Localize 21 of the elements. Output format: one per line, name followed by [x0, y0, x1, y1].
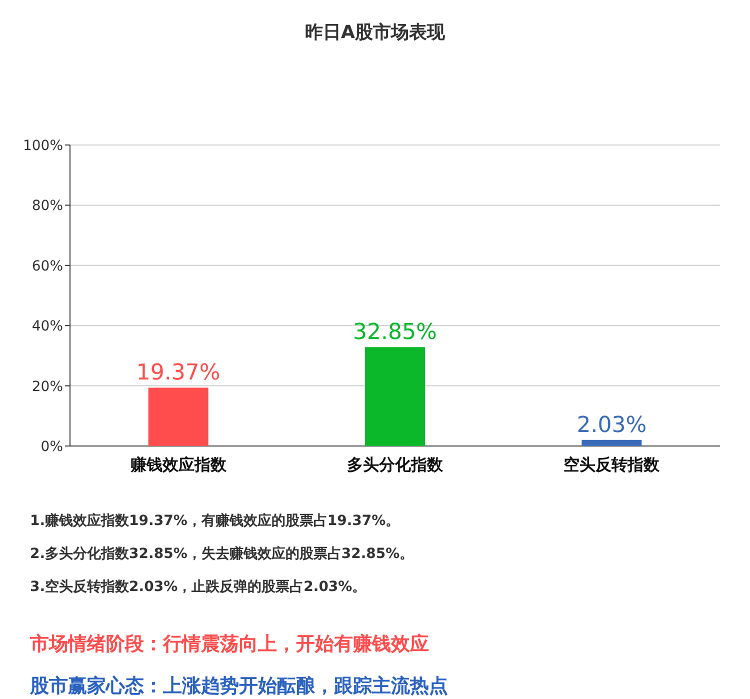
x-tick-label: 赚钱效应指数	[129, 455, 228, 474]
y-tick-label: 40%	[32, 318, 63, 335]
y-tick-label: 0%	[40, 439, 63, 455]
text: 市场情绪阶段：行情震荡向上，开始有赚钱效应	[29, 633, 429, 655]
y-tick-label: 20%	[32, 378, 63, 395]
text: 2.多头分化指数32.85%，失去赚钱效应的股票占32.85%。	[30, 545, 414, 562]
y-tick-label: 100%	[22, 138, 63, 154]
y-tick-label: 60%	[32, 258, 63, 274]
data-label: 32.85%	[353, 320, 437, 346]
data-label: 19.37%	[136, 360, 220, 386]
x-tick-label: 空头反转指数	[564, 455, 661, 474]
data-label: 2.03%	[576, 412, 647, 438]
bar	[582, 440, 642, 446]
x-tick-label: 多头分化指数	[347, 455, 444, 474]
bar	[148, 388, 208, 446]
bar	[365, 347, 425, 446]
y-tick-label: 80%	[32, 198, 63, 214]
text: 1.赚钱效应指数19.37%，有赚钱效应的股票占19.37%。	[30, 512, 400, 529]
text: 3.空头反转指数2.03%，止跌反弹的股票占2.03%。	[30, 578, 366, 595]
text: 股市赢家心态：上涨趋势开始酝酿，跟踪主流热点	[29, 675, 448, 697]
chart-title: 昨日A股市场表现	[305, 22, 446, 43]
